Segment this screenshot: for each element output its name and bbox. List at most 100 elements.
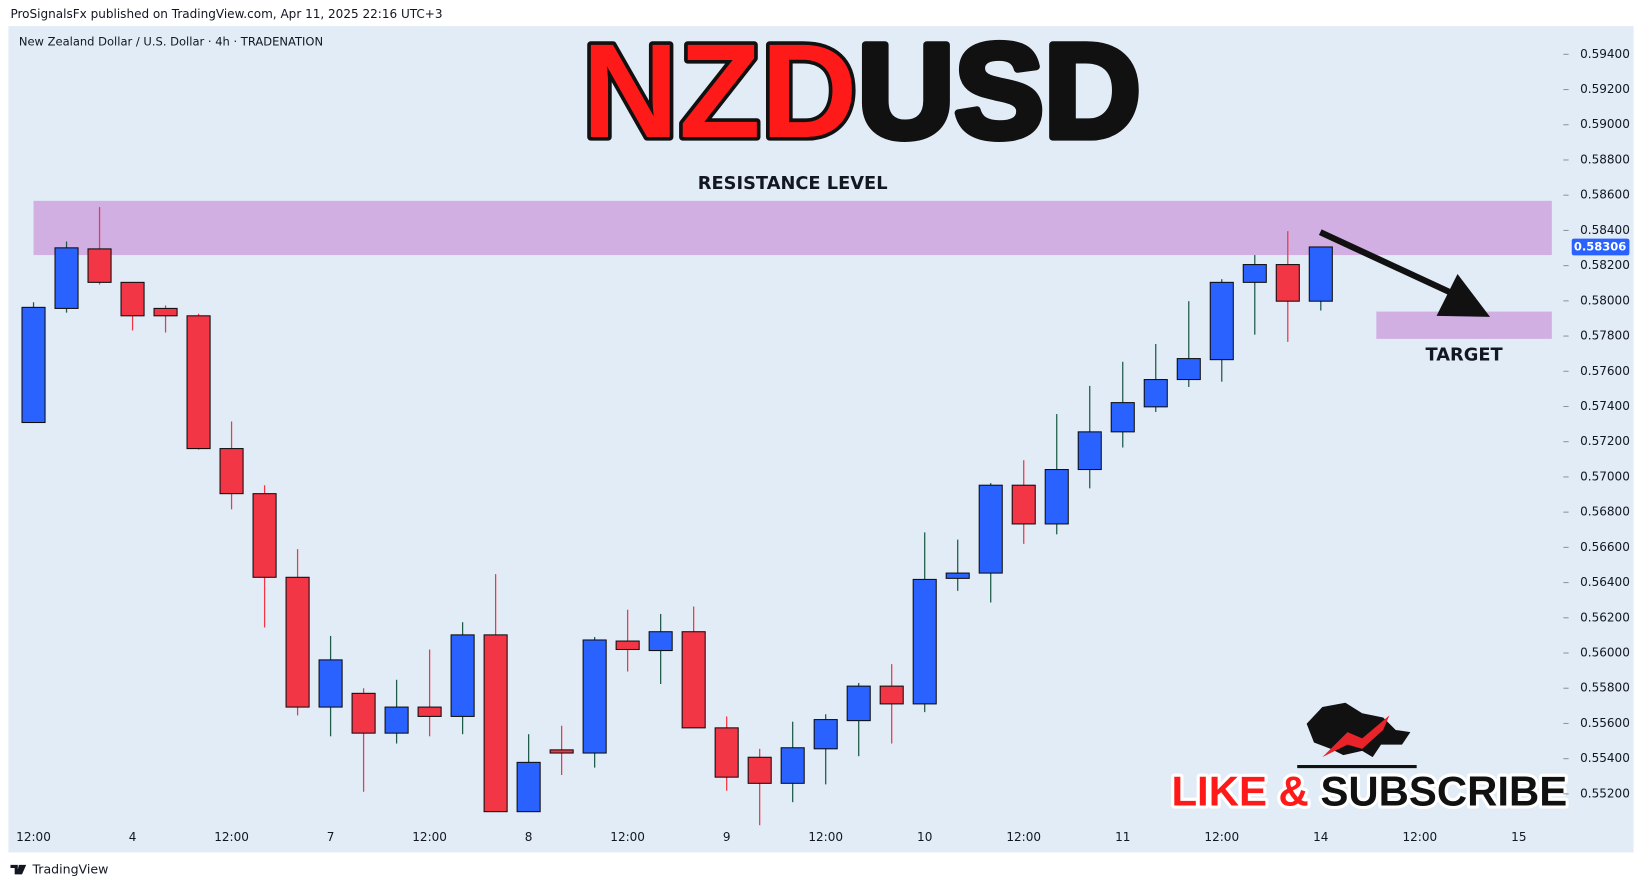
candles — [21, 206, 1333, 826]
x-tick-label: 8 — [525, 830, 533, 844]
y-tick-label: 0.55400 — [1580, 751, 1630, 765]
candle-body — [879, 685, 904, 705]
candle-body — [186, 315, 211, 450]
candle-body — [318, 659, 343, 708]
tv-logo — [10, 864, 27, 875]
y-tick-label: 0.55200 — [1580, 786, 1630, 800]
candle-body — [54, 247, 79, 309]
x-tick-label: 10 — [917, 830, 932, 844]
x-tick-label: 14 — [1313, 830, 1328, 844]
footer: TradingView — [31, 862, 108, 877]
candle-body — [1077, 431, 1102, 471]
logo-arrow — [1322, 715, 1390, 758]
y-tick-label: 0.57000 — [1580, 469, 1630, 483]
x-tick-label: 4 — [129, 830, 137, 844]
x-tick-label: 7 — [327, 830, 335, 844]
tv-icon — [10, 864, 27, 875]
candle-body — [285, 576, 310, 708]
x-tick-label: 12:00 — [16, 830, 51, 844]
last-price-tag — [1571, 238, 1630, 256]
symbol: New Zealand Dollar / U.S. Dollar · 4h · … — [19, 34, 323, 48]
candle-body — [87, 248, 112, 283]
y-tick-label: 0.58400 — [1580, 223, 1630, 237]
candle-body — [120, 281, 145, 317]
candle-body — [153, 307, 178, 317]
candle-body — [483, 634, 508, 813]
candle-body — [1044, 469, 1069, 525]
zone-label: TARGET — [1426, 345, 1504, 366]
x-tick-label: 12:00 — [214, 830, 249, 844]
candle-body — [846, 685, 871, 722]
x-tick-label: 11 — [1115, 830, 1130, 844]
candle-body — [1308, 246, 1333, 302]
y-tick-label: 0.58600 — [1580, 188, 1630, 202]
zone — [33, 200, 1552, 256]
candle-body — [1209, 281, 1234, 361]
candle-body — [780, 747, 805, 784]
y-tick-label: 0.57800 — [1580, 329, 1630, 343]
y-tick-label: 0.59200 — [1580, 82, 1630, 96]
candle-body — [813, 719, 838, 750]
candle-body — [1143, 379, 1168, 408]
cta-part: SUBSCRIBE — [1320, 767, 1567, 814]
candle-body — [714, 727, 739, 778]
candle-body — [450, 634, 475, 717]
x-tick-label: 12:00 — [412, 830, 447, 844]
zone-label: RESISTANCE LEVEL — [698, 173, 888, 194]
candle-body — [582, 639, 607, 754]
candle-body — [648, 631, 673, 652]
x-tick-label: 12:00 — [1204, 830, 1239, 844]
y-tick-label: 0.59400 — [1580, 47, 1630, 61]
candle-body — [417, 706, 442, 717]
candle-body — [219, 448, 244, 495]
zones: RESISTANCE LEVEL TARGET — [33, 173, 1552, 366]
y-tick-label: 0.57600 — [1580, 364, 1630, 378]
x-tick-label: 12:00 — [610, 830, 645, 844]
y-tick-label: 0.58800 — [1580, 152, 1630, 166]
candle-body — [549, 749, 574, 754]
candle-body — [351, 692, 376, 734]
title-part: USD — [858, 17, 1141, 166]
candle-body — [1242, 264, 1267, 283]
bull — [1306, 702, 1411, 758]
candle-body — [615, 640, 640, 651]
title-part: NZD — [582, 17, 858, 166]
arrow-head — [1436, 274, 1491, 317]
candle-body — [1176, 358, 1201, 381]
y-tick-label: 0.56600 — [1580, 540, 1630, 554]
x-tick-label: 12:00 — [1006, 830, 1041, 844]
header: ProSignalsFx published on TradingView.co… — [10, 7, 442, 21]
y-tick-label: 0.56200 — [1580, 610, 1630, 624]
candle-body — [945, 572, 970, 579]
y-tick-label: 0.55600 — [1580, 716, 1630, 730]
candle-body — [681, 631, 706, 729]
candle-body — [384, 706, 409, 734]
candle-body — [1275, 264, 1300, 302]
cta-part: LIKE & — [1171, 767, 1320, 814]
candle-body — [252, 493, 277, 578]
y-tick-label: 0.56400 — [1580, 575, 1630, 589]
cta: LIKE & SUBSCRIBE — [1171, 767, 1567, 814]
bull-logo — [1297, 702, 1417, 769]
y-tick-label: 0.59000 — [1580, 117, 1630, 131]
y-tick-label: 0.58200 — [1580, 258, 1630, 272]
x-tick-label: 12:00 — [1402, 830, 1437, 844]
y-tick-label: 0.56800 — [1580, 505, 1630, 519]
y-tick-label: 0.57200 — [1580, 434, 1630, 448]
x-tick-label: 15 — [1511, 830, 1526, 844]
x-tick-label: 9 — [723, 830, 731, 844]
candle-body — [912, 578, 937, 705]
arrow-shaft — [1318, 229, 1453, 296]
y-tick-label: 0.58000 — [1580, 293, 1630, 307]
y-tick-label: 0.57400 — [1580, 399, 1630, 413]
candle-body — [978, 484, 1003, 574]
x-tick-label: 12:00 — [808, 830, 843, 844]
title: NZDUSD — [582, 17, 1141, 166]
candle-body — [1011, 484, 1036, 525]
candle-body — [516, 761, 541, 813]
y-tick-label: 0.55800 — [1580, 681, 1630, 695]
y-tick-label: 0.56000 — [1580, 646, 1630, 660]
candle-body — [747, 756, 772, 784]
